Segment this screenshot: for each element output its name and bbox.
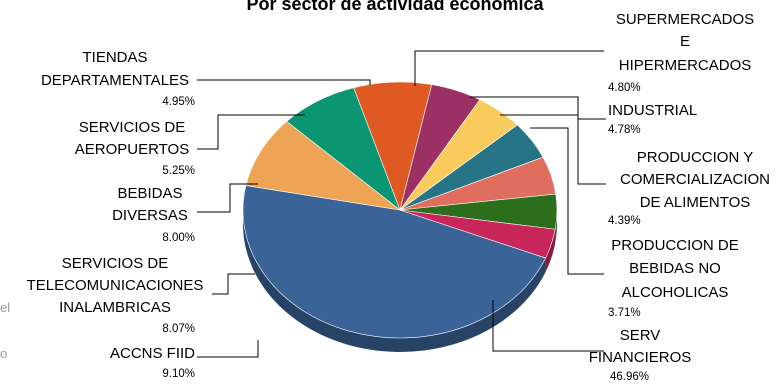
pie-slices xyxy=(242,81,558,339)
label-line: PRODUCCION Y xyxy=(637,149,753,166)
label-produccion-de-bebidas-no-alcoholicas: PRODUCCION DE BEBIDAS NO ALCOHOLICAS 3.71% xyxy=(608,237,739,319)
leader-produccion-de-bebidas-no-alcoholicas xyxy=(530,127,604,275)
label-servicios-de-telecomunicaciones-inalambricas: SERVICIOS DE TELECOMUNICACIONES INALAMBRIC… xyxy=(27,255,204,335)
leader-accns-fiid xyxy=(197,340,259,358)
label-servicios-de-aeropuertos: SERVICIOS DE AEROPUERTOS 5.25% xyxy=(75,119,195,177)
chart-title: Por sector de actividad económica xyxy=(246,0,544,14)
label-accns-fiid: ACCNS FIID 9.10% xyxy=(110,345,195,380)
label-line: ACCNS FIID xyxy=(110,345,195,362)
label-line: INALAMBRICAS xyxy=(59,299,171,316)
label-line: TELECOMUNICACIONES xyxy=(27,277,204,294)
percent-label: 3.71% xyxy=(608,307,641,319)
leader-produccion-y-comercializacion-de-alimentos xyxy=(500,114,606,185)
label-line: SERVICIOS DE xyxy=(79,119,185,136)
label-line: E xyxy=(680,33,690,50)
leader-industrial xyxy=(470,96,606,120)
label-line: FINANCIEROS xyxy=(589,349,692,366)
label-line: SUPERMERCADOS xyxy=(616,11,754,28)
label-produccion-y-comercializacion-de-alimentos: PRODUCCION Y COMERCIALIZACION DE ALIMENTOS… xyxy=(608,149,770,227)
percent-label: 8.07% xyxy=(162,323,195,335)
percent-label: 4.95% xyxy=(162,96,195,108)
leader-serv-financieros xyxy=(492,300,604,352)
slice-serv-financieros xyxy=(242,185,546,339)
slice-side-produccion-y-comercializacion-de-alimentos xyxy=(555,210,557,244)
percent-label: 4.80% xyxy=(608,82,641,94)
slice-labels: SERV FINANCIEROS 46.96% ACCNS FIID 9.10% SERV… xyxy=(27,11,770,383)
label-bebidas-diversas: BEBIDAS DIVERSAS 8.00% xyxy=(112,185,195,244)
label-line: SERVICIOS DE xyxy=(62,255,168,272)
label-line: INDUSTRIAL xyxy=(608,102,697,119)
leader-bebidas-diversas xyxy=(197,183,258,213)
leader-servicios-de-aeropuertos xyxy=(197,114,305,150)
percent-label: 5.25% xyxy=(162,165,195,177)
label-tiendas-departamentales: TIENDAS DEPARTAMENTALES 4.95% xyxy=(41,49,195,108)
label-line: PRODUCCION DE xyxy=(611,237,739,254)
label-line: HIPERMERCADOS xyxy=(619,57,752,74)
leader-tiendas-departamentales xyxy=(197,79,371,85)
edge-text-fragment-1: el xyxy=(0,300,10,315)
label-line: DE ALIMENTOS xyxy=(640,194,751,211)
percent-label: 4.78% xyxy=(608,124,641,136)
label-supermercados-e-hipermercados: SUPERMERCADOS E HIPERMERCADOS 4.80% xyxy=(608,11,754,94)
percent-label: 4.39% xyxy=(608,215,641,227)
leader-supermercados-e-hipermercados xyxy=(414,50,604,86)
label-line: AEROPUERTOS xyxy=(75,141,189,158)
label-line: DIVERSAS xyxy=(112,207,188,224)
label-serv-financieros: SERV FINANCIEROS 46.96% xyxy=(589,327,692,383)
label-line: COMERCIALIZACION xyxy=(620,171,770,188)
percent-label: 9.10% xyxy=(162,368,195,380)
slice-produccion-de-bebidas-no-alcoholicas xyxy=(399,209,556,259)
label-industrial: INDUSTRIAL 4.78% xyxy=(608,102,697,136)
leader-lines xyxy=(197,50,606,358)
label-line: SERV xyxy=(620,327,661,344)
percent-label: 8.00% xyxy=(162,232,195,244)
edge-text-fragment-2: o xyxy=(0,346,7,361)
label-line: BEBIDAS NO xyxy=(629,260,721,277)
label-line: TIENDAS xyxy=(82,49,147,66)
label-line: ALCOHOLICAS xyxy=(622,284,729,301)
percent-label: 46.96% xyxy=(610,371,649,383)
label-line: BEBIDAS xyxy=(117,185,182,202)
label-line: DEPARTAMENTALES xyxy=(41,72,189,89)
leader-servicios-de-telecomunicaciones-inalambricas xyxy=(212,273,255,295)
